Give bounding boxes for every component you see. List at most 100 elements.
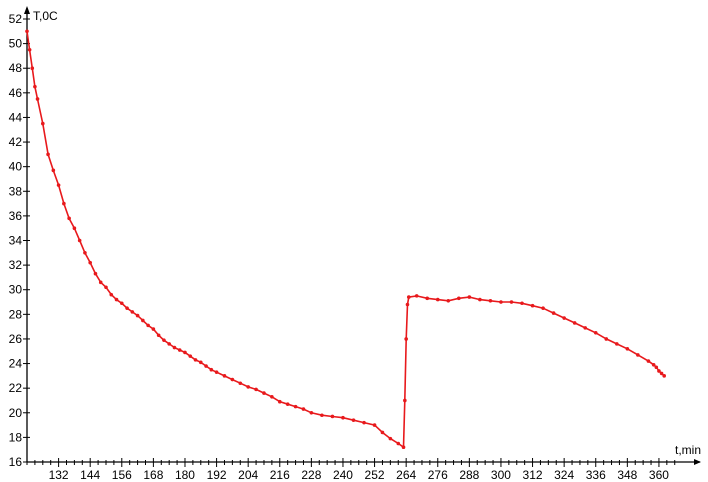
y-tick-label: 50: [9, 37, 23, 51]
x-tick-label: 360: [649, 468, 669, 482]
data-point: [351, 418, 356, 422]
x-tick-label: 228: [301, 468, 321, 482]
data-point: [230, 377, 235, 382]
data-point: [478, 297, 482, 302]
data-point: [330, 414, 335, 419]
y-tick-label: 30: [9, 283, 23, 297]
data-point: [285, 402, 290, 406]
x-tick-label: 156: [112, 468, 132, 482]
data-point: [562, 316, 566, 320]
data-point: [167, 342, 171, 346]
data-point: [119, 301, 124, 306]
data-point: [309, 410, 314, 415]
data-point: [109, 292, 114, 297]
data-point: [551, 311, 556, 315]
data-point: [277, 399, 282, 404]
data-point: [403, 398, 407, 403]
y-tick-label: 36: [9, 209, 23, 223]
data-point: [509, 300, 514, 304]
x-tick-label: 192: [207, 468, 227, 482]
y-axis-title: T,0C: [33, 9, 58, 23]
y-tick-label: 18: [9, 430, 23, 444]
data-point: [72, 226, 77, 230]
data-point: [125, 306, 129, 310]
data-point: [246, 385, 250, 389]
data-point: [177, 348, 182, 352]
data-point: [541, 306, 545, 310]
x-tick-label: 216: [270, 468, 290, 482]
data-point: [30, 66, 35, 71]
y-axis-ticks: 16 18 20 22 24 26 28 30 32 34 36 38 40 42 44 46 48 50 52: [9, 12, 30, 469]
data-point: [254, 387, 258, 392]
x-tick-label: 240: [333, 468, 353, 482]
data-point: [130, 310, 135, 314]
y-tick-label: 44: [9, 110, 23, 124]
data-point: [406, 295, 411, 299]
data-point: [222, 374, 227, 378]
data-point: [380, 430, 385, 435]
data-point: [98, 280, 103, 285]
data-point: [62, 201, 66, 206]
data-point: [77, 238, 82, 243]
data-point: [141, 318, 145, 323]
y-tick-label: 48: [9, 61, 23, 75]
data-point: [46, 152, 50, 157]
data-point: [583, 326, 588, 330]
data-point: [151, 327, 156, 331]
data-point: [188, 354, 193, 358]
y-tick-label: 42: [9, 135, 23, 149]
x-tick-label: 276: [428, 468, 448, 482]
x-tick-label: 288: [459, 468, 479, 482]
y-tick-label: 46: [9, 86, 23, 100]
data-point: [114, 297, 119, 302]
data-point: [320, 413, 324, 418]
data-point: [467, 295, 472, 299]
y-tick-label: 24: [9, 357, 23, 371]
x-axis-title: t,min: [675, 443, 701, 457]
data-point: [625, 346, 630, 351]
data-point: [204, 364, 208, 368]
data-point: [193, 358, 198, 362]
x-tick-label: 312: [523, 468, 543, 482]
data-point: [446, 298, 451, 303]
data-point: [156, 333, 161, 338]
data-point: [172, 345, 177, 350]
data-point: [67, 216, 71, 221]
data-point: [425, 296, 430, 301]
x-tick-label: 144: [80, 468, 100, 482]
y-tick-label: 34: [9, 234, 23, 248]
data-point: [209, 367, 214, 372]
data-point: [162, 338, 166, 342]
x-tick-label: 348: [617, 468, 637, 482]
x-tick-label: 204: [238, 468, 258, 482]
data-point: [56, 183, 61, 187]
y-tick-label: 26: [9, 332, 23, 346]
y-tick-label: 38: [9, 184, 23, 198]
x-tick-label: 132: [49, 468, 69, 482]
x-tick-label: 336: [586, 468, 606, 482]
data-point: [396, 441, 401, 446]
data-point: [25, 29, 29, 34]
data-point: [572, 321, 577, 325]
x-axis-ticks: 132 144 156 168 180 192 204 216 228 240 252 264 276 2…: [26, 458, 676, 482]
data-point: [657, 369, 661, 373]
data-point: [604, 337, 609, 341]
data-point: [530, 303, 535, 308]
y-tick-label: 32: [9, 258, 23, 272]
x-tick-label: 324: [554, 468, 574, 482]
data-point: [293, 404, 298, 409]
y-tick-label: 22: [9, 381, 23, 395]
data-point: [83, 251, 87, 255]
x-tick-label: 300: [491, 468, 511, 482]
data-point: [488, 298, 493, 303]
data-point: [388, 436, 393, 441]
data-point: [262, 391, 266, 395]
x-tick-label: 264: [396, 468, 416, 482]
data-point: [615, 342, 619, 346]
data-point: [270, 394, 274, 399]
x-tick-label: 168: [143, 468, 163, 482]
data-point: [654, 365, 659, 370]
data-point: [301, 407, 306, 411]
data-point: [104, 285, 108, 290]
data-point: [401, 445, 406, 450]
